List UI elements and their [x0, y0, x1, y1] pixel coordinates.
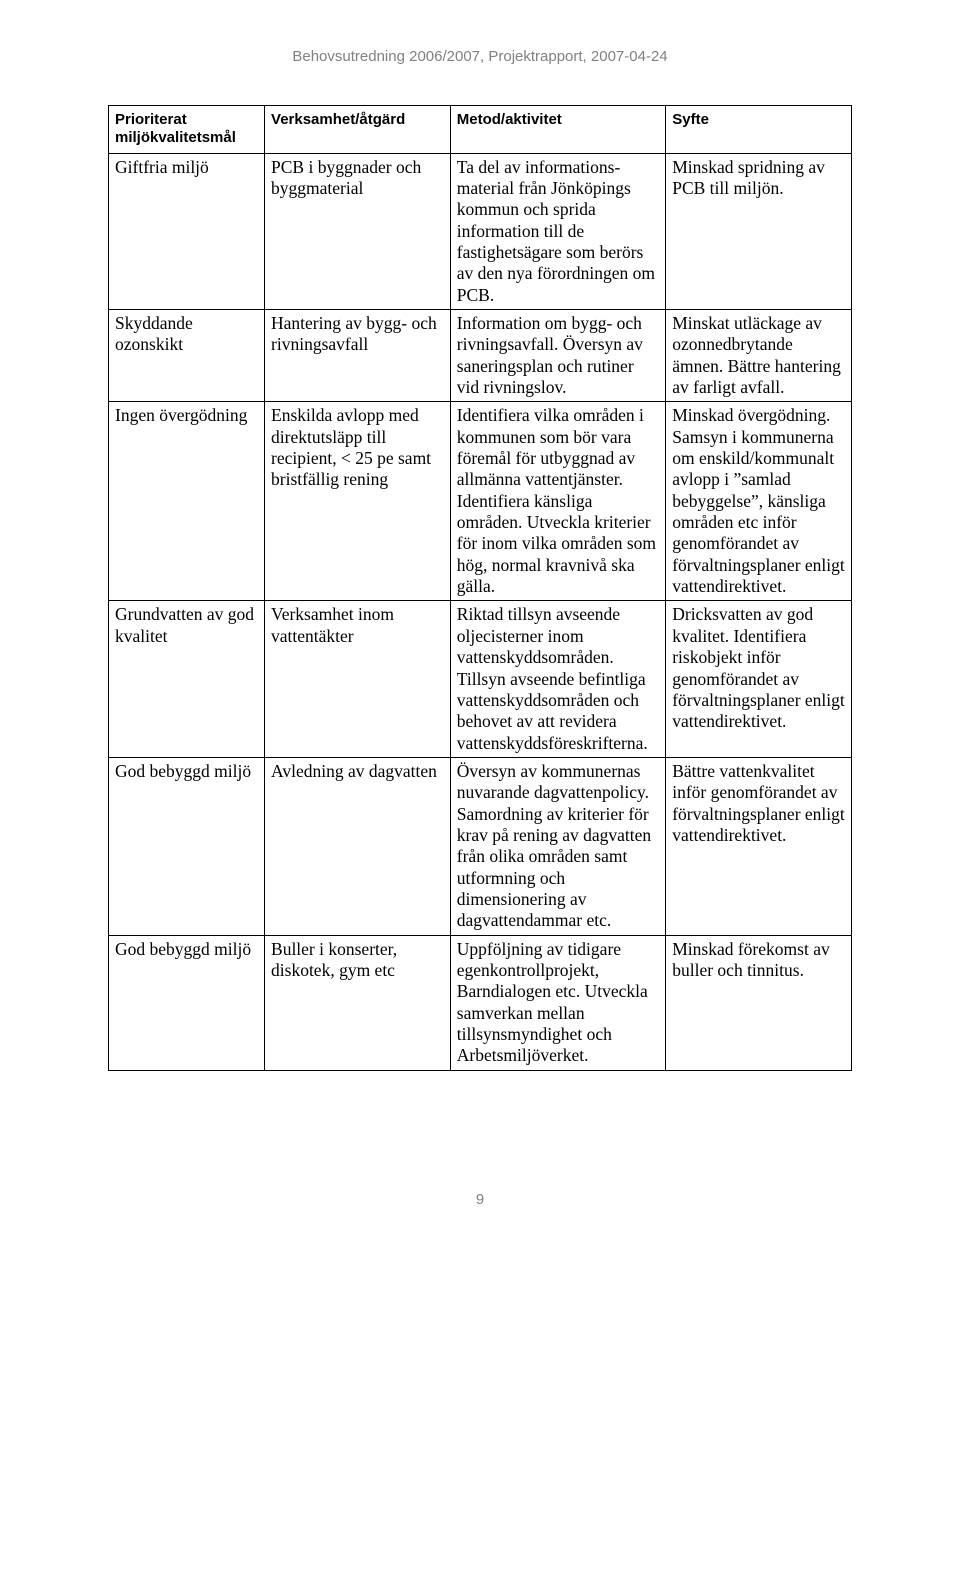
- cell-method: Information om bygg- och rivningsavfall.…: [450, 310, 665, 402]
- cell-purpose: Minskad övergödning. Samsyn i kommunerna…: [666, 402, 852, 601]
- priorities-table: Prioriterat miljökvalitetsmål Verksamhet…: [108, 105, 852, 1071]
- cell-activity: Avledning av dagvatten: [265, 757, 451, 935]
- cell-method: Riktad tillsyn avseende oljecisterner in…: [450, 601, 665, 757]
- cell-purpose: Bättre vattenkvalitet inför genomförande…: [666, 757, 852, 935]
- table-row: God bebyggd miljö Avledning av dagvatten…: [109, 757, 852, 935]
- cell-activity: Hantering av bygg- och rivningsavfall: [265, 310, 451, 402]
- cell-purpose: Minskad förekomst av buller och tinnitus…: [666, 935, 852, 1070]
- table-row: Giftfria miljö PCB i byggnader och byggm…: [109, 153, 852, 309]
- cell-activity: PCB i byggnader och byggmaterial: [265, 153, 451, 309]
- cell-priority: Ingen övergödning: [109, 402, 265, 601]
- table-header-row: Prioriterat miljökvalitetsmål Verksamhet…: [109, 106, 852, 154]
- cell-method: Identifiera vilka områden i kommunen som…: [450, 402, 665, 601]
- col-header-3: Metod/aktivitet: [450, 106, 665, 154]
- col-header-2: Verksamhet/åtgärd: [265, 106, 451, 154]
- table-row: God bebyggd miljö Buller i konserter, di…: [109, 935, 852, 1070]
- cell-activity: Buller i konserter, diskotek, gym etc: [265, 935, 451, 1070]
- cell-activity: Enskilda avlopp med direktutsläpp till r…: [265, 402, 451, 601]
- col-header-4: Syfte: [666, 106, 852, 154]
- table-row: Grundvatten av god kvalitet Verksamhet i…: [109, 601, 852, 757]
- cell-priority: Grundvatten av god kvalitet: [109, 601, 265, 757]
- cell-priority: Giftfria miljö: [109, 153, 265, 309]
- cell-activity: Verksamhet inom vattentäkter: [265, 601, 451, 757]
- cell-priority: God bebyggd miljö: [109, 757, 265, 935]
- col-header-1: Prioriterat miljökvalitetsmål: [109, 106, 265, 154]
- cell-method: Uppföljning av tidigare egenkontrollproj…: [450, 935, 665, 1070]
- page-number: 9: [108, 1191, 852, 1208]
- cell-purpose: Minskat utläckage av ozonnedbrytande ämn…: [666, 310, 852, 402]
- document-page: Behovsutredning 2006/2007, Projektrappor…: [0, 0, 960, 1248]
- cell-priority: God bebyggd miljö: [109, 935, 265, 1070]
- running-header: Behovsutredning 2006/2007, Projektrappor…: [108, 48, 852, 65]
- cell-purpose: Dricksvatten av god kvalitet. Identifier…: [666, 601, 852, 757]
- cell-method: Ta del av informations­material från Jön…: [450, 153, 665, 309]
- cell-purpose: Minskad spridning av PCB till miljön.: [666, 153, 852, 309]
- table-row: Skyddande ozonskikt Hantering av bygg- o…: [109, 310, 852, 402]
- cell-method: Översyn av kommunernas nuvarande dagvatt…: [450, 757, 665, 935]
- table-row: Ingen övergödning Enskilda avlopp med di…: [109, 402, 852, 601]
- cell-priority: Skyddande ozonskikt: [109, 310, 265, 402]
